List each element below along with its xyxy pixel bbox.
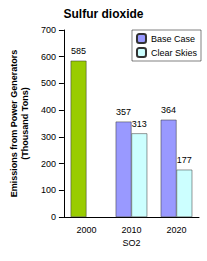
svg-text:(Thousand Tons): (Thousand Tons)	[20, 87, 30, 159]
svg-text:357: 357	[116, 107, 131, 117]
svg-text:Clear Skies: Clear Skies	[151, 48, 198, 58]
svg-text:Base Case: Base Case	[151, 34, 195, 44]
svg-text:Emissions from Power Generator: Emissions from Power Generators	[9, 50, 19, 198]
svg-text:300: 300	[41, 132, 56, 142]
svg-text:2000: 2000	[76, 225, 96, 235]
svg-text:0: 0	[51, 212, 56, 222]
svg-text:700: 700	[41, 25, 56, 35]
svg-text:2010: 2010	[121, 225, 141, 235]
svg-text:Sulfur dioxide: Sulfur dioxide	[63, 7, 143, 21]
svg-text:313: 313	[132, 119, 147, 129]
svg-text:2020: 2020	[166, 225, 186, 235]
svg-text:100: 100	[41, 185, 56, 195]
svg-text:177: 177	[177, 155, 192, 165]
svg-text:SO2: SO2	[122, 238, 140, 248]
svg-text:200: 200	[41, 159, 56, 169]
svg-text:400: 400	[41, 105, 56, 115]
svg-text:600: 600	[41, 52, 56, 62]
svg-text:500: 500	[41, 78, 56, 88]
svg-text:585: 585	[71, 46, 86, 56]
svg-text:364: 364	[161, 105, 176, 115]
